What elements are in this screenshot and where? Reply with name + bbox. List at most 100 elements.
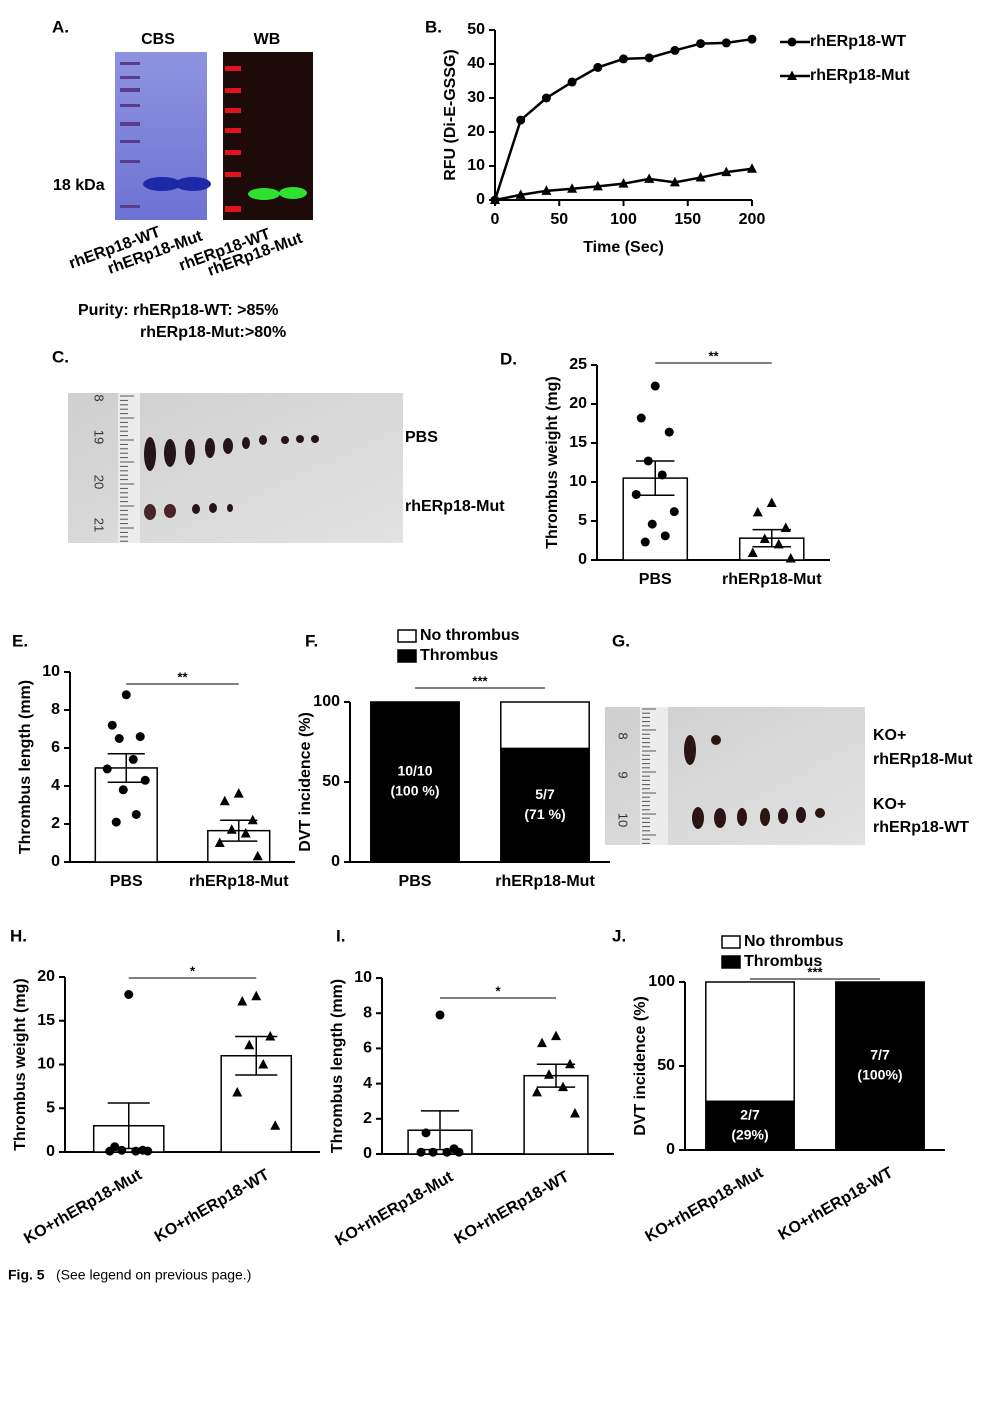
- x-tick-label: PBS: [639, 571, 672, 588]
- significance-label: ***: [472, 673, 488, 688]
- data-point: [244, 1039, 255, 1050]
- value-label: 5/7: [535, 786, 555, 802]
- data-point: [695, 172, 706, 182]
- y-tick-label: 4: [51, 777, 60, 794]
- value-label: (71 %): [524, 806, 565, 822]
- data-point: [752, 506, 763, 517]
- ruler: [118, 393, 140, 543]
- panel-label: B.: [425, 17, 442, 36]
- data-point: [721, 166, 732, 177]
- error-bar: [636, 460, 675, 497]
- y-tick-label: 10: [569, 473, 587, 490]
- ruler-label: 21: [92, 518, 107, 532]
- x-tick-label: KO+rhERp18-WT: [152, 1166, 273, 1246]
- data-point: [544, 1069, 554, 1079]
- value-label: 2/7: [740, 1106, 760, 1122]
- ruler-ticks: [642, 708, 656, 844]
- significance-label: ***: [807, 964, 823, 979]
- ruler-label: 8: [616, 732, 631, 739]
- panel-label: G.: [612, 631, 630, 650]
- y-tick-label: 6: [51, 739, 60, 756]
- y-tick-label: 10: [42, 663, 60, 680]
- data-point: [251, 990, 262, 1001]
- x-tick-label: PBS: [399, 873, 432, 890]
- value-label: 10/10: [397, 763, 432, 779]
- y-tick-label: 15: [37, 1012, 55, 1029]
- caption-text: (See legend on previous page.): [56, 1267, 251, 1283]
- data-point: [773, 538, 784, 549]
- cbs-gel: [115, 52, 207, 220]
- data-point: [117, 1145, 127, 1155]
- bar-segment: [500, 747, 590, 863]
- data-point: [247, 814, 258, 825]
- data-point: [135, 732, 145, 742]
- y-tick-label: 50: [322, 773, 340, 790]
- data-point: [618, 178, 629, 188]
- bar-segment: [835, 981, 925, 1151]
- data-point: [252, 850, 263, 861]
- data-point: [647, 519, 657, 529]
- ruler-ticks: [120, 395, 134, 542]
- ruler-label: 9: [616, 771, 631, 778]
- data-point: [669, 507, 679, 517]
- ruler-label: 20: [92, 475, 107, 489]
- data-point: [567, 183, 578, 193]
- data-point: [128, 754, 138, 764]
- data-point: [124, 990, 134, 999]
- y-axis-title: Thrombus length (mm): [329, 979, 346, 1153]
- x-tick-label: rhERp18-Mut: [189, 873, 289, 890]
- data-point: [669, 176, 680, 187]
- data-point: [541, 93, 551, 103]
- bar-segment: [370, 701, 460, 863]
- data-point: [143, 1146, 153, 1156]
- panel-label: E.: [12, 631, 28, 650]
- data-point: [214, 837, 225, 847]
- legend-swatch: [397, 649, 417, 663]
- y-axis-title: Thrombus weight (mg): [12, 978, 29, 1150]
- data-point: [570, 1108, 580, 1118]
- photo-label: KO+: [873, 727, 906, 744]
- data-point: [664, 427, 674, 437]
- data-point: [140, 775, 150, 785]
- x-tick-label: rhERp18-Mut: [722, 571, 822, 588]
- data-point: [541, 185, 552, 195]
- data-point: [565, 1058, 575, 1069]
- ruler-label: 8: [92, 394, 107, 401]
- y-tick-label: 30: [467, 89, 485, 106]
- data-point: [416, 1147, 426, 1157]
- data-point: [650, 381, 660, 391]
- y-axis-title: DVT incidence (%): [632, 996, 649, 1136]
- protein-band: [248, 188, 280, 200]
- legend-label: rhERp18-Mut: [810, 67, 910, 84]
- y-axis-title: Thrombus weight (mg): [544, 376, 561, 548]
- y-tick-label: 5: [46, 1099, 55, 1116]
- y-tick-label: 20: [569, 395, 587, 412]
- data-point: [490, 194, 500, 204]
- data-point: [593, 62, 603, 72]
- y-tick-label: 4: [363, 1075, 372, 1092]
- x-tick-label: KO+rhERp18-WT: [452, 1168, 573, 1248]
- panel-label: F.: [305, 631, 318, 650]
- data-point: [660, 531, 670, 541]
- legend-label: Thrombus: [744, 953, 822, 970]
- ladder: [120, 62, 140, 208]
- data-point: [265, 1031, 276, 1041]
- legend-marker: [787, 37, 797, 47]
- y-axis-title: RFU (Di-E-GSSG): [442, 49, 459, 181]
- data-point: [219, 795, 230, 806]
- thrombi: [144, 435, 319, 520]
- value-label: (29%): [731, 1126, 768, 1142]
- y-tick-label: 50: [467, 21, 485, 38]
- gel-title: CBS: [141, 31, 175, 48]
- legend-swatch: [721, 955, 741, 969]
- purity-text: Purity: rhERp18-WT: >85%: [78, 302, 278, 319]
- data-point: [670, 45, 680, 55]
- bar-segment: [500, 701, 590, 750]
- data-point: [258, 1059, 269, 1069]
- data-point: [657, 470, 667, 480]
- data-point: [532, 1086, 542, 1097]
- panel-label: C.: [52, 347, 69, 366]
- data-point: [631, 489, 641, 499]
- ruler-label: 10: [616, 813, 631, 827]
- data-point: [780, 522, 791, 533]
